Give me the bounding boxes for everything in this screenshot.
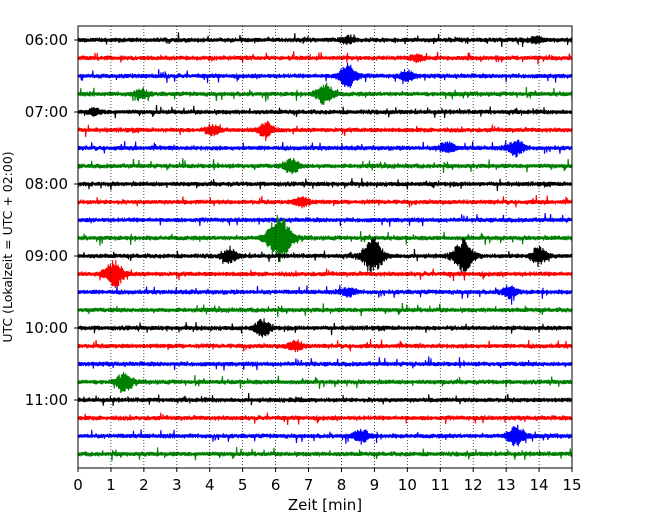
trace-line (77, 82, 573, 105)
trace-line (77, 338, 573, 353)
x-tick-label: 6 (271, 476, 281, 494)
y-axis-ticks: 06:00 07:00 08:00 09:00 10:00 11:00 (25, 31, 78, 409)
x-tick-label: 7 (304, 476, 314, 494)
trace-line (77, 237, 573, 274)
y-tick-label: 07:00 (25, 103, 68, 121)
x-tick-label: 9 (370, 476, 380, 494)
trace-line (77, 424, 573, 447)
trace-line (77, 302, 573, 317)
trace-line (77, 371, 573, 394)
y-tick-label: 06:00 (25, 31, 68, 49)
trace-line (77, 284, 573, 305)
trace-line (77, 177, 573, 192)
trace-line (77, 214, 573, 262)
x-tick-label: 13 (497, 476, 516, 494)
trace-line (77, 139, 573, 158)
trace-line (77, 356, 573, 371)
x-tick-label: 0 (73, 476, 83, 494)
x-tick-label: 3 (172, 476, 182, 494)
trace-line (77, 213, 573, 227)
x-tick-label: 15 (562, 476, 581, 494)
y-axis-label: UTC (Lokalzeit = UTC + 02:00) (0, 151, 15, 342)
plot-frame (77, 25, 573, 469)
x-axis-ticks: 0 1 2 3 4 5 6 7 8 9 10 11 12 13 14 15 (73, 468, 582, 494)
x-tick-label: 8 (337, 476, 347, 494)
trace-line (77, 194, 573, 209)
y-tick-label: 10:00 (25, 319, 68, 337)
trace-line (77, 392, 573, 407)
trace-line (77, 157, 573, 175)
y-tick-label: 08:00 (25, 175, 68, 193)
x-tick-label: 14 (530, 476, 549, 494)
trace-line (77, 62, 573, 89)
trace-group (77, 32, 573, 461)
x-tick-label: 12 (464, 476, 483, 494)
x-tick-label: 11 (431, 476, 450, 494)
y-tick-label: 09:00 (25, 247, 68, 265)
trace-line (77, 446, 573, 461)
trace-line (77, 412, 573, 426)
x-tick-label: 10 (398, 476, 417, 494)
trace-line (77, 120, 573, 142)
x-tick-label: 5 (238, 476, 248, 494)
trace-line (77, 32, 573, 47)
x-axis-label: Zeit [min] (288, 496, 362, 514)
x-tick-label: 2 (139, 476, 149, 494)
trace-line (77, 51, 573, 65)
x-tick-label: 1 (106, 476, 116, 494)
x-tick-label: 4 (205, 476, 215, 494)
trace-line (77, 318, 573, 338)
y-tick-label: 11:00 (25, 391, 68, 409)
trace-line (77, 104, 573, 119)
trace-line (77, 260, 573, 289)
